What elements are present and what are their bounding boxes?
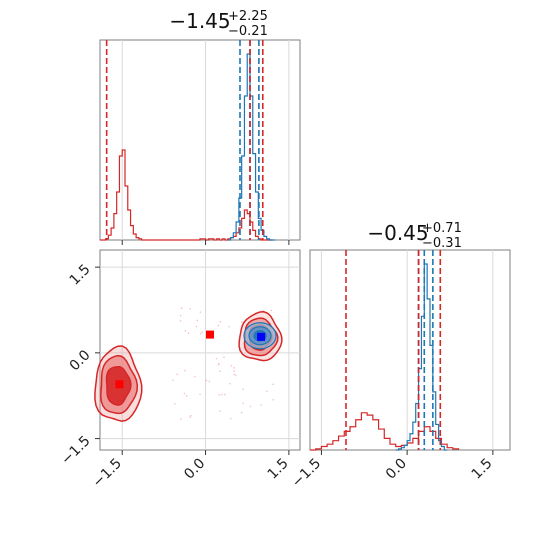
scatter-dot: [179, 320, 182, 322]
scatter-dot: [223, 356, 225, 359]
2d-ytick-label-2: 1.5: [67, 261, 94, 288]
h1-blue-histogram: [227, 53, 275, 241]
histogram-panel-param2: −1.5 0.0 1.5: [289, 249, 511, 491]
scatter-dot: [224, 393, 226, 396]
scatter-dot: [176, 373, 179, 376]
right-xtick-label-1: 0.0: [383, 456, 410, 483]
scatter-dot: [190, 414, 192, 417]
scatter-dot: [218, 410, 221, 412]
scatter-dot: [187, 332, 190, 334]
marker-blue-2: [257, 332, 266, 341]
scatter-dot: [184, 369, 186, 372]
scatter-dot: [249, 405, 252, 408]
scatter-dot: [205, 379, 208, 382]
scatter-dot: [172, 379, 174, 382]
scatter-dot: [218, 394, 221, 396]
marker-red-1: [206, 330, 214, 339]
scatter-dot: [221, 393, 223, 396]
scatter-dot: [199, 311, 202, 313]
scatter-dot: [218, 362, 220, 365]
param1-title-value: −1.45: [169, 9, 230, 33]
contour-frame: [99, 249, 301, 451]
scatter-dot: [208, 380, 211, 383]
scatter-dot: [184, 329, 187, 332]
scatter-dot: [228, 325, 230, 328]
2d-xtick-label-2: 1.5: [265, 456, 292, 483]
scatter-dot: [180, 418, 182, 420]
scatter-dot: [195, 325, 198, 328]
scatter-dot: [173, 402, 176, 405]
scatter-dot: [233, 370, 235, 372]
h1-red-histogram: [100, 149, 273, 241]
scatter-dot: [272, 383, 274, 386]
scatter-dot: [199, 333, 202, 335]
scatter-dot: [194, 375, 196, 378]
2d-xtick-label-0: −1.5: [90, 456, 125, 491]
h2-blue-histogram: [395, 263, 448, 451]
scatter-dot: [266, 390, 268, 393]
right-xtick-label-0: −1.5: [289, 456, 324, 491]
scatter-dot: [242, 402, 244, 405]
scatter-dot: [218, 370, 221, 373]
scatter-dot: [233, 373, 236, 376]
histogram-panel-param1: [99, 39, 301, 245]
param2-title-value: −0.45: [367, 221, 428, 245]
2d-xtick-label-1: 0.0: [181, 456, 208, 483]
param2-title-plus: +0.71: [422, 221, 462, 236]
h2-red-histogram: [310, 412, 460, 451]
scatter-dot: [196, 319, 199, 322]
histogram2-frame: [309, 249, 511, 451]
scatter-dot: [215, 357, 218, 360]
scatter-dot: [260, 403, 263, 406]
scatter-dot: [199, 393, 201, 396]
scatter-dot: [272, 399, 274, 401]
param2-title-minus: −0.31: [422, 236, 462, 251]
scatter-dot: [217, 363, 220, 366]
scatter-dot: [230, 364, 233, 367]
scatter-dot: [185, 395, 188, 397]
scatter-dot: [229, 417, 232, 420]
scatter-dot: [217, 324, 220, 327]
scatter-dot: [240, 411, 243, 414]
param1-title-plus: +2.25: [228, 9, 268, 24]
right-xtick-label-2: 1.5: [469, 456, 496, 483]
scatter-dot: [270, 309, 273, 312]
scatter-dot: [241, 321, 243, 323]
contour-panel: −1.5 0.0 1.5 −1.5 0.0 1.5: [58, 249, 301, 491]
scatter-dot: [201, 331, 204, 333]
scatter-dot: [219, 320, 222, 323]
scatter-dot: [179, 314, 182, 317]
scatter-dot: [183, 392, 186, 395]
scatter-dot: [189, 416, 191, 418]
scatter-dot: [233, 367, 236, 369]
2d-ytick-label-1: 0.0: [67, 347, 94, 374]
scatter-dot: [229, 382, 231, 385]
scatter-dot: [189, 307, 192, 310]
scatter-dot: [235, 374, 237, 377]
param2-title: −0.45: [367, 221, 428, 245]
param1-title: −1.45: [169, 9, 230, 33]
scatter-dot: [242, 388, 244, 391]
scatter-dot: [180, 307, 183, 310]
2d-ytick-label-0: −1.5: [58, 433, 93, 468]
marker-red-0: [115, 380, 124, 389]
param1-title-minus: −0.21: [228, 24, 268, 39]
